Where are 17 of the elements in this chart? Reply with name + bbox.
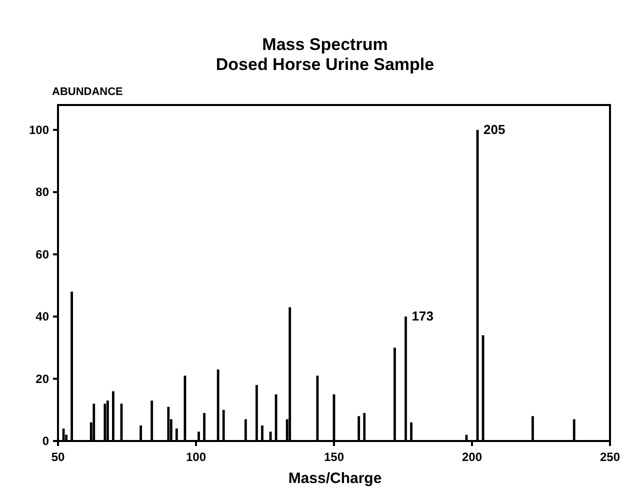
x-tick-label: 200	[462, 450, 482, 464]
y-axis-title: ABUNDANCE	[52, 86, 123, 98]
y-tick-label: 100	[28, 122, 50, 137]
y-tick-label: 20	[36, 372, 50, 386]
y-tick-label: 60	[36, 247, 50, 262]
chart-subtitle: Dosed Horse Urine Sample	[216, 55, 434, 74]
chart-title: Mass Spectrum	[262, 35, 388, 54]
annotation: 173	[412, 308, 434, 324]
x-tick-label: 100	[186, 450, 206, 464]
y-tick-label: 40	[36, 310, 50, 324]
y-tick-label: 0	[42, 434, 50, 448]
annotation: 205	[484, 122, 506, 137]
x-tick-label: 50	[51, 450, 65, 464]
x-axis-title: Mass/Charge	[288, 470, 382, 487]
x-tick-label: 250	[600, 450, 620, 464]
y-tick-label: 80	[36, 185, 50, 200]
x-tick-label: 150	[324, 450, 344, 464]
